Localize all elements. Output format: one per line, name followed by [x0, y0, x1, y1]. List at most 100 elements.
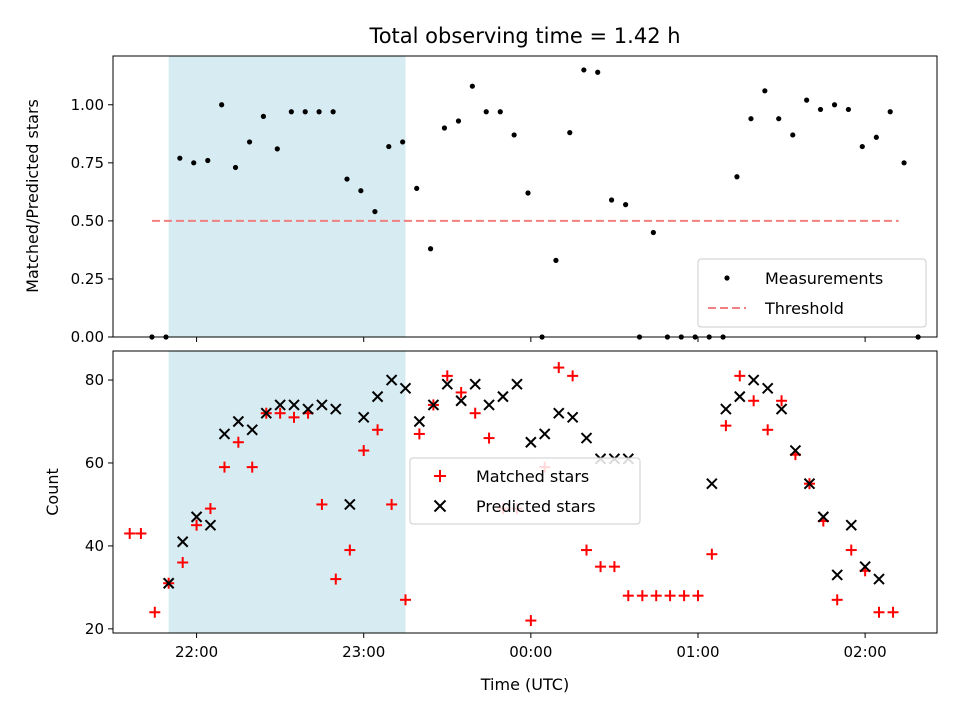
- y-tick-label: 0.25: [71, 270, 104, 288]
- predicted-star-point: [525, 436, 537, 448]
- matched-star-point: [455, 386, 467, 398]
- matched-star-point: [706, 548, 718, 560]
- measurement-point: [372, 208, 378, 215]
- measurement-point: [386, 143, 392, 150]
- measurement-point: [790, 132, 796, 138]
- measurement-point: [288, 109, 294, 115]
- chart-title: Total observing time = 1.42 h: [368, 24, 680, 48]
- bottom-shaded-span: [168, 351, 406, 633]
- predicted-star-point: [246, 424, 258, 436]
- predicted-star-point: [288, 399, 300, 411]
- top-x-ticks: [196, 337, 866, 342]
- legend-matched-label: Matched stars: [476, 467, 589, 486]
- predicted-star-point: [706, 477, 718, 490]
- top-axes-frame: [112, 55, 938, 338]
- matched-star-point: [887, 606, 899, 618]
- measurement-point: [650, 229, 656, 236]
- matched-star-point: [845, 544, 857, 556]
- predicted-star-point: [511, 378, 523, 390]
- predicted-star-point: [580, 432, 593, 444]
- measurement-point: [274, 146, 280, 152]
- measurement-point: [232, 164, 239, 171]
- predicted-star-point: [274, 399, 286, 411]
- matched-star-point: [386, 498, 398, 510]
- y-tick-label: 0.50: [71, 212, 104, 230]
- measurement-point: [358, 188, 364, 194]
- matched-star-point: [678, 590, 690, 602]
- x-tick-label: 22:00: [175, 643, 218, 661]
- top-y-axis-label: Matched/Predicted stars: [23, 99, 42, 293]
- x-tick-label: 01:00: [676, 643, 719, 661]
- predicted-star-point: [803, 477, 816, 490]
- matched-star-point: [372, 424, 384, 436]
- x-tick-label: 02:00: [844, 643, 887, 661]
- predicted-star-point: [789, 444, 802, 457]
- measurement-point: [511, 132, 517, 138]
- measurement-point: [859, 143, 865, 150]
- measurement-point: [316, 109, 322, 115]
- measurement-point: [246, 139, 253, 145]
- predicted-star-point: [761, 382, 774, 395]
- measurement-point: [427, 246, 434, 252]
- predicted-star-point: [483, 399, 495, 411]
- legend-measurements-marker: [724, 275, 730, 281]
- predicted-star-point: [190, 511, 203, 523]
- bottom-x-axis: 22:00 23:00 00:00 01:00 02:00: [175, 633, 887, 661]
- matched-star-point: [124, 527, 136, 539]
- predicted-star-point: [497, 390, 509, 403]
- predicted-star-point: [734, 390, 746, 403]
- legend-threshold-label: Threshold: [764, 299, 844, 318]
- predicted-star-point: [469, 378, 481, 390]
- predicted-star-point: [845, 519, 857, 531]
- measurement-point: [191, 160, 197, 166]
- matched-star-point: [650, 590, 662, 602]
- matched-star-point: [636, 590, 648, 602]
- matched-star-point: [204, 503, 216, 515]
- matched-star-point: [720, 420, 732, 432]
- matched-star-point: [748, 395, 760, 407]
- matched-star-point: [776, 395, 788, 407]
- matched-star-point: [831, 594, 843, 606]
- top-legend-box: [697, 258, 927, 328]
- y-tick-label: 0.00: [71, 328, 104, 346]
- matched-star-point: [218, 461, 230, 473]
- predicted-star-point: [162, 577, 175, 589]
- matched-star-point: [567, 370, 579, 382]
- predicted-star-point: [218, 428, 231, 440]
- measurement-point: [623, 202, 629, 208]
- predicted-star-point: [260, 407, 272, 419]
- matched-star-point: [149, 606, 161, 618]
- predicted-star-point: [539, 428, 551, 440]
- matched-star-point: [525, 615, 537, 627]
- matched-star-point: [288, 411, 300, 423]
- predicted-star-point: [385, 374, 398, 386]
- legend-measurements-label: Measurements: [765, 269, 883, 288]
- matched-star-point: [734, 370, 746, 382]
- top-shaded-span: [168, 56, 406, 337]
- matched-star-point: [191, 519, 203, 531]
- predicted-star-point: [358, 411, 370, 424]
- measurement-point: [302, 109, 308, 115]
- predicted-star-point: [330, 403, 342, 415]
- x-tick-label: 00:00: [509, 643, 552, 661]
- measurement-point: [205, 157, 211, 164]
- bottom-legend: Matched stars Predicted stars: [409, 457, 641, 525]
- x-axis-label: Time (UTC): [480, 675, 569, 694]
- measurement-point: [887, 109, 893, 115]
- predicted-star-point: [204, 519, 217, 531]
- matched-star-point: [344, 544, 356, 556]
- measurement-point: [831, 102, 838, 108]
- measurement-point: [776, 116, 782, 122]
- matched-star-point: [873, 606, 885, 618]
- matched-star-point: [135, 527, 147, 539]
- predicted-star-point: [399, 382, 412, 395]
- measurement-point: [873, 134, 879, 140]
- predicted-star-point: [747, 374, 760, 386]
- predicted-star-point: [455, 395, 467, 407]
- matched-star-point: [469, 407, 481, 419]
- measurement-point: [901, 160, 907, 166]
- predicted-star-point: [427, 399, 440, 411]
- measurement-point: [553, 257, 559, 263]
- matched-star-point: [246, 461, 258, 473]
